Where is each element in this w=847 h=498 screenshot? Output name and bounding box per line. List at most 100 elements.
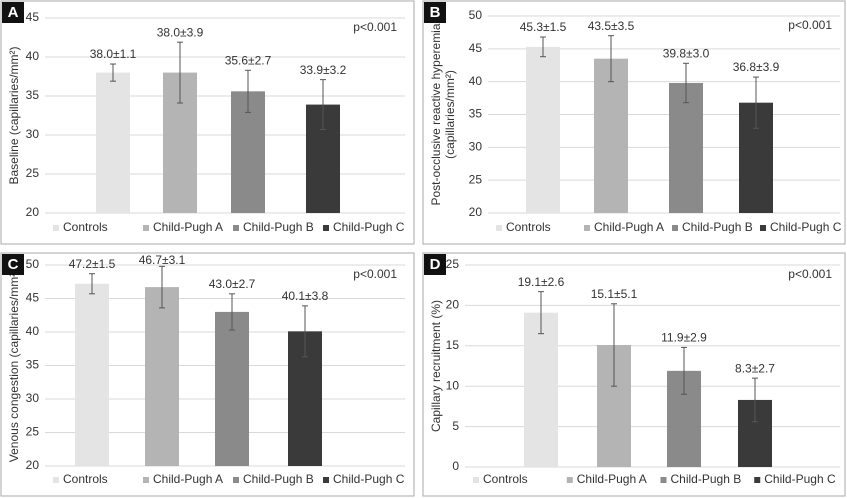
value-label: 40.1±3.8 bbox=[282, 289, 329, 303]
legend-swatch bbox=[53, 225, 59, 231]
legend-label: Child-Pugh A bbox=[153, 220, 223, 234]
legend-swatch bbox=[233, 477, 239, 483]
y-tick-label: 45 bbox=[26, 291, 40, 305]
value-label: 38.0±1.1 bbox=[90, 47, 137, 61]
legend-label: Controls bbox=[483, 472, 528, 486]
y-tick-label: 35 bbox=[26, 88, 40, 102]
value-label: 35.6±2.7 bbox=[225, 53, 272, 67]
legend-label: Controls bbox=[63, 220, 108, 234]
y-tick-label: 25 bbox=[446, 257, 460, 271]
y-tick-label: 40 bbox=[469, 74, 483, 88]
y-tick-label: 0 bbox=[452, 459, 459, 473]
y-tick-label: 30 bbox=[26, 391, 40, 405]
panel-letter: C bbox=[8, 256, 19, 273]
value-label: 43.5±3.5 bbox=[588, 19, 635, 33]
legend-swatch bbox=[660, 477, 667, 483]
legend-label: Child-Pugh C bbox=[770, 220, 842, 234]
legend-label: Child-Pugh B bbox=[243, 472, 314, 486]
y-tick-label: 20 bbox=[446, 298, 460, 312]
legend-label: Child-Pugh C bbox=[333, 220, 405, 234]
y-tick-label: 30 bbox=[26, 127, 40, 141]
y-tick-label: 10 bbox=[446, 378, 460, 392]
panel-border bbox=[0, 0, 415, 245]
annotation: p<0.001 bbox=[788, 18, 832, 32]
value-label: 15.1±5.1 bbox=[591, 287, 638, 301]
panel-letter: A bbox=[8, 4, 19, 21]
panel-letter: B bbox=[430, 4, 441, 21]
y-axis-label: Capillary recruitment (%) bbox=[429, 300, 443, 432]
value-label: 33.9±3.2 bbox=[300, 63, 347, 77]
y-tick-label: 15 bbox=[446, 338, 460, 352]
panel-border bbox=[0, 252, 415, 497]
bar bbox=[215, 311, 249, 466]
y-axis-label: (capillaries/mm²) bbox=[443, 70, 457, 159]
panel-letter-box bbox=[2, 2, 24, 23]
legend-swatch bbox=[584, 225, 590, 231]
y-tick-label: 35 bbox=[469, 107, 483, 121]
panel-letter-box bbox=[424, 2, 446, 23]
legend-label: Controls bbox=[506, 220, 551, 234]
panel-letter: D bbox=[430, 256, 441, 273]
y-tick-label: 30 bbox=[469, 140, 483, 154]
y-tick-label: 45 bbox=[26, 10, 40, 24]
value-label: 46.7±3.1 bbox=[139, 253, 186, 267]
value-label: 43.0±2.7 bbox=[209, 277, 256, 291]
value-label: 39.8±3.0 bbox=[663, 46, 710, 60]
value-label: 36.8±3.9 bbox=[733, 60, 780, 74]
y-tick-label: 5 bbox=[452, 419, 459, 433]
legend-swatch bbox=[566, 477, 573, 483]
value-label: 11.9±2.9 bbox=[661, 331, 707, 345]
legend-swatch bbox=[233, 225, 239, 231]
legend-swatch bbox=[754, 477, 761, 483]
y-tick-label: 40 bbox=[26, 49, 40, 63]
bar bbox=[75, 283, 109, 466]
legend-label: Child-Pugh A bbox=[153, 472, 223, 486]
y-tick-label: 25 bbox=[26, 166, 40, 180]
y-tick-label: 25 bbox=[469, 172, 483, 186]
legend-swatch bbox=[672, 225, 678, 231]
value-label: 19.1±2.6 bbox=[518, 275, 565, 289]
bar bbox=[669, 82, 703, 213]
legend-label: Child-Pugh B bbox=[671, 472, 742, 486]
value-label: 38.0±3.9 bbox=[157, 25, 204, 39]
legend-label: Child-Pugh B bbox=[682, 220, 753, 234]
bar bbox=[594, 58, 628, 213]
annotation: p<0.001 bbox=[353, 20, 397, 34]
legend-swatch bbox=[143, 477, 149, 483]
y-tick-label: 25 bbox=[26, 425, 40, 439]
bar bbox=[145, 287, 179, 466]
legend-swatch bbox=[473, 477, 479, 483]
bar bbox=[96, 72, 130, 213]
legend-swatch bbox=[760, 225, 766, 231]
legend-label: Child-Pugh A bbox=[594, 220, 664, 234]
legend-swatch bbox=[496, 225, 502, 231]
annotation: p<0.001 bbox=[788, 267, 832, 281]
value-label: 47.2±1.5 bbox=[69, 257, 116, 271]
panel-border bbox=[422, 0, 846, 245]
bar bbox=[526, 46, 560, 213]
y-tick-label: 40 bbox=[26, 324, 40, 338]
y-tick-label: 35 bbox=[26, 358, 40, 372]
annotation: p<0.001 bbox=[353, 267, 397, 281]
y-tick-label: 45 bbox=[469, 41, 483, 55]
legend-label: Child-Pugh C bbox=[764, 472, 836, 486]
y-axis-label: Post-occlusive reactive hyperemia bbox=[429, 23, 443, 205]
legend-swatch bbox=[53, 477, 59, 483]
y-tick-label: 50 bbox=[469, 8, 483, 22]
panel-border bbox=[422, 252, 846, 497]
y-tick-label: 50 bbox=[26, 257, 40, 271]
legend-label: Child-Pugh C bbox=[333, 472, 405, 486]
legend-label: Child-Pugh A bbox=[577, 472, 647, 486]
legend-label: Controls bbox=[63, 472, 108, 486]
panel-letter-box bbox=[2, 254, 24, 275]
y-tick-label: 20 bbox=[26, 458, 40, 472]
bar bbox=[524, 312, 558, 467]
legend-swatch bbox=[323, 225, 329, 231]
legend-swatch bbox=[143, 225, 149, 231]
value-label: 8.3±2.7 bbox=[735, 361, 775, 375]
legend-label: Child-Pugh B bbox=[243, 220, 314, 234]
value-label: 45.3±1.5 bbox=[520, 20, 567, 34]
y-axis-label: Baseline (capillaries/mm²) bbox=[7, 46, 21, 184]
y-tick-label: 20 bbox=[26, 205, 40, 219]
